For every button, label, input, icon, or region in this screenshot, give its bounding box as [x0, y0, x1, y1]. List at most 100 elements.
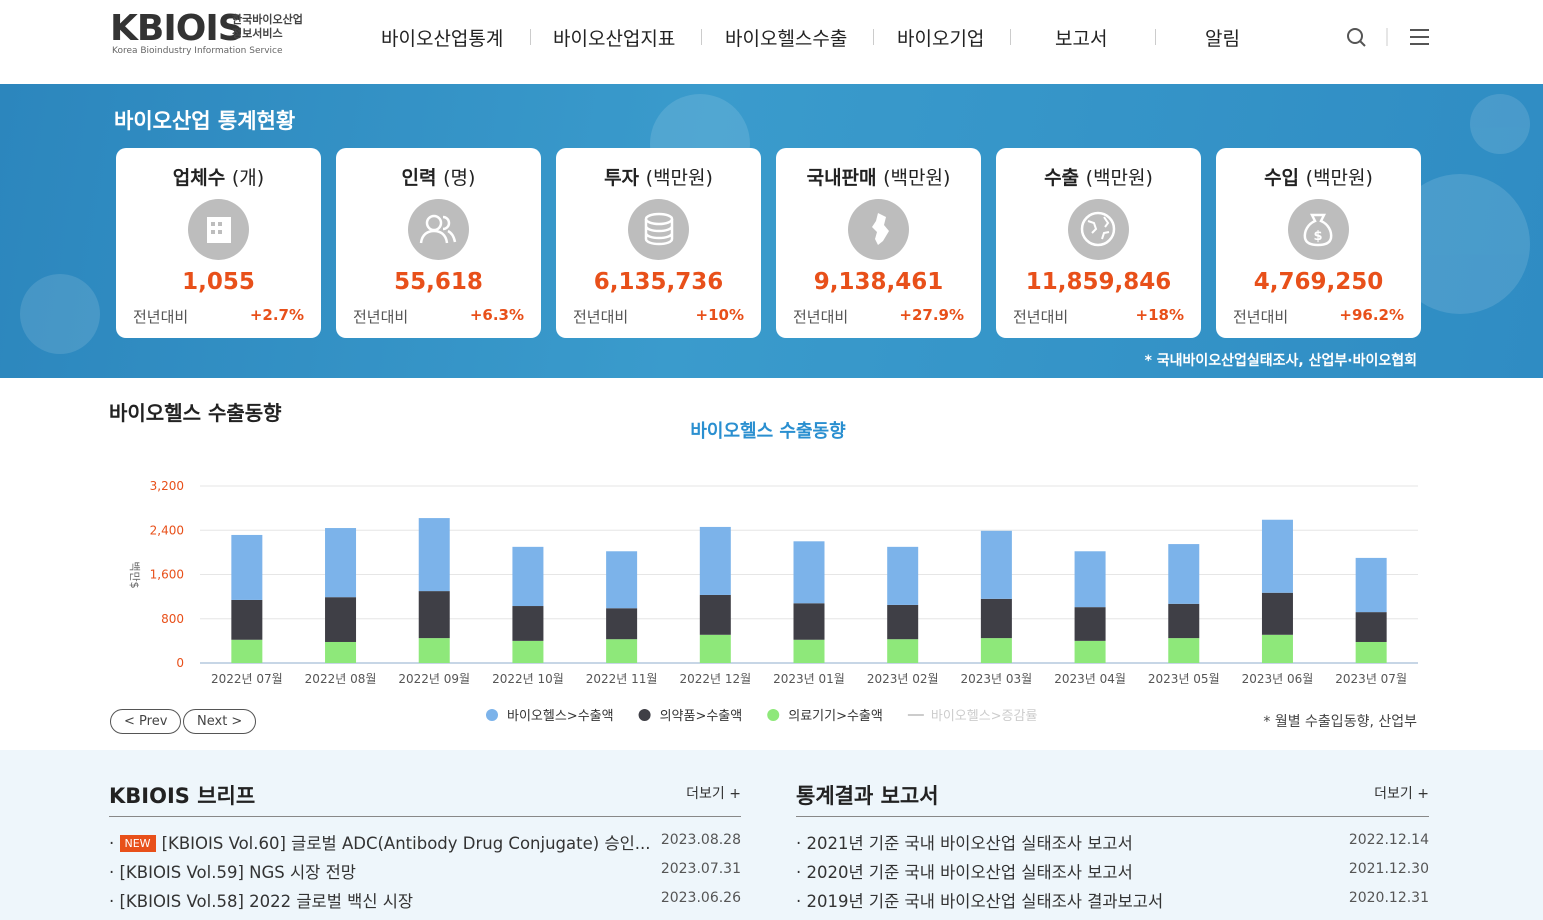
card-title: 국내판매 (백만원): [776, 163, 981, 190]
item-text: [KBIOIS Vol.59] NGS 시장 전망: [119, 863, 356, 882]
stat-card[interactable]: 인력 (명) 55,618 전년대비 +6.3%: [336, 148, 541, 338]
card-change: +6.3%: [469, 306, 524, 324]
list-item[interactable]: · 2021년 기준 국내 바이오산업 실태조사 보고서: [796, 834, 1133, 853]
item-date: 2021.12.30: [1348, 861, 1429, 877]
nav-item[interactable]: 바이오산업통계: [381, 28, 504, 50]
item-text: 2019년 기준 국내 바이오산업 실태조사 결과보고서: [806, 892, 1164, 911]
list-item[interactable]: · 2020년 기준 국내 바이오산업 실태조사 보고서: [796, 863, 1133, 882]
legend-label: 바이오헬스>증감률: [931, 709, 1038, 724]
x-tick-label: 2023년 02월: [867, 672, 939, 686]
nav-item[interactable]: 알림: [1205, 28, 1240, 50]
card-unit: (개): [231, 167, 265, 189]
chart-title: 바이오헬스 수출동향: [690, 421, 846, 442]
bar-segment: [606, 639, 638, 663]
icon-glyph: [207, 217, 231, 243]
x-tick-label: 2023년 03월: [961, 672, 1033, 686]
bar-segment: [699, 594, 731, 635]
logo-text: KBIOIS: [110, 8, 244, 49]
card-value: 6,135,736: [593, 269, 724, 295]
bar-segment: [606, 608, 638, 640]
nav-item[interactable]: 보고서: [1055, 28, 1108, 50]
stats-title: 바이오산업 통계현황: [114, 109, 296, 133]
icon-glyph: [872, 213, 889, 245]
card-change: +27.9%: [899, 306, 964, 324]
bar-segment: [793, 639, 825, 663]
item-date: 2020.12.31: [1348, 890, 1429, 906]
card-title: 수출 (백만원): [996, 163, 1201, 190]
next-button[interactable]: Next >: [183, 709, 257, 734]
icon-glyph: [644, 212, 674, 246]
stat-card[interactable]: 업체수 (개) 1,055 전년대비 +2.7%: [116, 148, 321, 338]
item-text: [KBIOIS Vol.58] 2022 글로벌 백신 시장: [119, 892, 414, 911]
bar-segment: [418, 638, 450, 663]
bar-segment: [231, 534, 263, 600]
bar-segment: [1074, 640, 1106, 663]
bar-segment: [1355, 557, 1387, 613]
list-item[interactable]: · NEW [KBIOIS Vol.60] 글로벌 ADC(Antibody Dr…: [109, 834, 651, 853]
nav-separator: [1155, 29, 1156, 45]
logo-sub2: 정보서비스: [232, 27, 283, 40]
legend-label: 의약품>수출액: [660, 709, 743, 724]
item-date: 2023.06.26: [660, 890, 741, 906]
compare-label: 전년대비: [573, 308, 629, 326]
stats-source: * 국내바이오산업실태조사, 산업부·바이오협회: [1144, 353, 1417, 369]
search-icon[interactable]: [1347, 28, 1366, 47]
card-value: 9,138,461: [813, 269, 944, 295]
stat-card[interactable]: 국내판매 (백만원) 9,138,461 전년대비 +27.9%: [776, 148, 981, 338]
card-title: 업체수 (개): [116, 163, 321, 190]
more-link[interactable]: 더보기 +: [686, 786, 741, 802]
stats-band: 바이오산업 통계현황 업체수 (개) 1,055 전년대비 +2.7% 인력 (명) 55…: [0, 84, 1543, 378]
bar-segment: [699, 526, 731, 595]
x-tick-label: 2023년 07월: [1335, 672, 1407, 686]
y-tick-label: 0: [176, 656, 184, 670]
compare-label: 전년대비: [353, 308, 409, 326]
nav-item[interactable]: 바이오기업: [897, 28, 985, 50]
list-item[interactable]: · 2019년 기준 국내 바이오산업 실태조사 결과보고서: [796, 892, 1164, 911]
prev-button[interactable]: < Prev: [110, 709, 182, 734]
bar-segment: [887, 546, 919, 605]
card-title: 인력 (명): [336, 163, 541, 190]
list-item[interactable]: · [KBIOIS Vol.58] 2022 글로벌 백신 시장: [109, 892, 414, 911]
card-name: 업체수: [172, 167, 226, 189]
nav-item[interactable]: 바이오헬스수출: [725, 28, 848, 50]
legend-marker: [638, 709, 651, 721]
y-axis-title: 백만$: [128, 561, 141, 588]
more-link[interactable]: 더보기 +: [1374, 786, 1429, 802]
bar-segment: [793, 603, 825, 640]
header: KBIOIS 한국바이오산업 정보서비스 Korea Bioindustry In…: [0, 0, 1543, 84]
card-name: 국내판매: [806, 167, 877, 189]
chart-source: * 월별 수출입동향, 산업부: [1263, 714, 1417, 730]
compare-label: 전년대비: [133, 308, 189, 326]
bar-segment: [1168, 638, 1200, 663]
bar-segment: [1074, 607, 1106, 641]
logo[interactable]: KBIOIS: [110, 8, 244, 49]
legend-marker: [486, 709, 498, 721]
x-tick-label: 2022년 11월: [586, 672, 658, 686]
logo-sub1: 한국바이오산업: [232, 13, 303, 26]
nav-item[interactable]: 바이오산업지표: [553, 28, 676, 50]
card-name: 인력: [401, 167, 437, 189]
nav-separator: [1010, 29, 1011, 45]
bar-segment: [231, 639, 263, 663]
bar-segment: [1355, 612, 1387, 642]
card-value: 4,769,250: [1253, 269, 1384, 295]
y-tick-label: 2,400: [150, 523, 184, 537]
stat-card[interactable]: 수출 (백만원) 11,859,846 전년대비 +18%: [996, 148, 1201, 338]
x-tick-label: 2023년 06월: [1242, 672, 1314, 686]
nav-separator: [530, 29, 531, 45]
bar-segment: [325, 641, 357, 663]
list-item[interactable]: · [KBIOIS Vol.59] NGS 시장 전망: [109, 863, 356, 882]
x-tick-label: 2023년 01월: [773, 672, 845, 686]
bar-segment: [1168, 544, 1200, 604]
menu-icon[interactable]: [1410, 29, 1429, 45]
divider: [796, 816, 1429, 817]
icon-glyph: [1080, 211, 1116, 247]
bar-segment: [887, 639, 919, 663]
stat-card[interactable]: 투자 (백만원) 6,135,736 전년대비 +10%: [556, 148, 761, 338]
bar-segment: [1074, 551, 1106, 608]
icon-glyph: [419, 214, 457, 244]
card-name: 수입: [1264, 167, 1300, 189]
stat-card[interactable]: 수입 (백만원) $4,769,250 전년대비 +96.2%: [1216, 148, 1421, 338]
logo-sub: 한국바이오산업 정보서비스: [232, 13, 303, 41]
bottom-section: KBIOIS 브리프 더보기 + · NEW [KBIOIS Vol.60] 글로벌 …: [0, 750, 1543, 920]
